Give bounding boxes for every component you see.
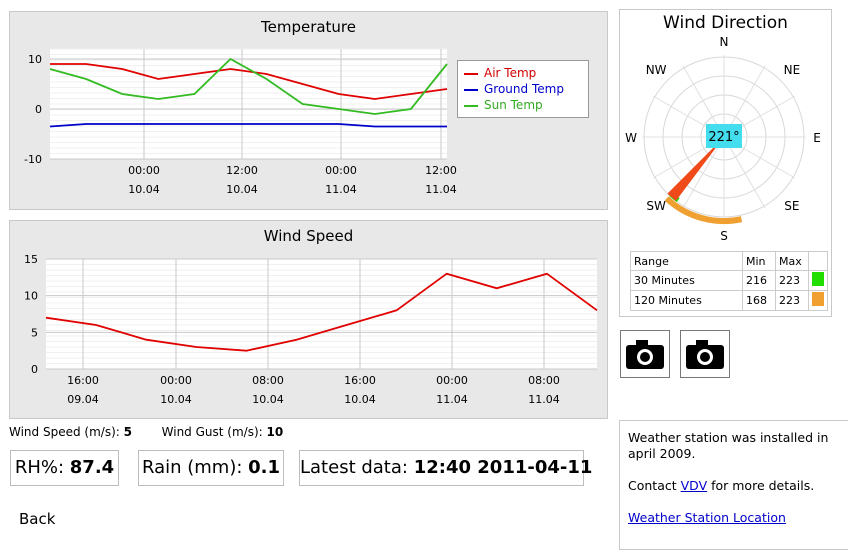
station-location-link[interactable]: Weather Station Location — [628, 510, 786, 525]
compass-label-e: E — [813, 131, 821, 145]
compass-label-sw: SW — [646, 199, 666, 213]
max-header: Max — [775, 251, 809, 271]
y-tick-label: 10 — [24, 290, 38, 303]
temperature-chart: 10 0 -10 00:00 10.04 12:00 10.04 00:00 11.04 12:0… — [24, 48, 457, 196]
installed-text: Weather station was installed in april 2… — [628, 430, 829, 461]
series-line — [45, 272, 598, 352]
y-tick-label: -10 — [24, 153, 42, 166]
range-header: Range — [630, 251, 743, 271]
legend-item-sun: Sun Temp — [464, 98, 543, 112]
contact-text: Contact VDV for more details. — [628, 478, 815, 493]
x-tick-time: 12:00 — [425, 164, 457, 177]
y-tick-label: 0 — [35, 103, 42, 116]
rain-value: 0.1 — [248, 457, 281, 478]
x-tick-time: 16:00 — [344, 374, 376, 387]
wind-gust-label: Wind Gust (m/s): — [161, 425, 263, 439]
rose-spoke — [723, 136, 766, 209]
wind-speed-label: Wind Speed (m/s): — [9, 425, 120, 439]
x-tick-time: 00:00 — [436, 374, 468, 387]
x-tick-time: 12:00 — [226, 164, 258, 177]
x-tick-date: 10.04 — [226, 183, 258, 196]
temperature-panel: Temperature 10 0 -10 00:00 10.04 12:00 10.04 00… — [9, 11, 608, 210]
wind-speed-chart: 15 10 5 0 16:00 09.04 00:00 10.04 08:00 10.04 16:0… — [24, 253, 598, 406]
temperature-title: Temperature — [260, 18, 357, 36]
back-link[interactable]: Back — [19, 510, 56, 528]
wind-direction-panel: Wind Direction N NE E SE S SW W NW 221° Range Mi… — [619, 9, 832, 317]
x-tick-date: 10.04 — [160, 393, 192, 406]
direction-value-box — [706, 124, 742, 148]
x-tick-time: 16:00 — [67, 374, 99, 387]
legend-item-ground: Ground Temp — [464, 82, 564, 96]
camera-button-2[interactable] — [680, 330, 730, 378]
table-row: 30 Minutes 216 223 — [630, 270, 828, 291]
contact-link[interactable]: VDV — [680, 478, 708, 493]
compass-label-nw: NW — [646, 63, 667, 77]
range-arc-120min — [664, 196, 743, 224]
wind-direction-title: Wind Direction — [663, 13, 788, 33]
temperature-legend: Air Temp Ground Temp Sun Temp — [457, 60, 589, 118]
x-tick-date: 10.04 — [344, 393, 376, 406]
compass-label-n: N — [720, 35, 729, 49]
rh-box: RH%: 87.4 — [10, 450, 119, 486]
wind-speed-value: 5 — [123, 425, 132, 439]
x-tick-date: 09.04 — [67, 393, 99, 406]
x-tick-time: 08:00 — [528, 374, 560, 387]
x-tick-date: 11.04 — [425, 183, 457, 196]
compass-label-ne: NE — [784, 63, 801, 77]
wind-gust-value: 10 — [266, 425, 284, 439]
x-tick-date: 11.04 — [528, 393, 560, 406]
compass-label-w: W — [625, 131, 637, 145]
y-tick-label: 0 — [31, 363, 38, 376]
x-tick-time: 08:00 — [252, 374, 284, 387]
x-tick-date: 10.04 — [128, 183, 160, 196]
compass-label-s: S — [720, 229, 728, 243]
range-color-swatch — [812, 272, 824, 286]
rh-value: 87.4 — [69, 457, 115, 478]
series-line — [50, 63, 448, 100]
wind-range-table: Range Min Max 30 Minutes 216 223 120 Min… — [630, 251, 828, 311]
range-color-swatch — [812, 292, 824, 306]
x-tick-date: 11.04 — [436, 393, 468, 406]
wind-speed-panel: Wind Speed 15 10 5 0 16:00 09.04 00:00 10.04 08:… — [9, 220, 608, 419]
x-tick-time: 00:00 — [325, 164, 357, 177]
y-tick-label: 10 — [28, 53, 42, 66]
min-header: Min — [742, 251, 776, 271]
x-tick-time: 00:00 — [128, 164, 160, 177]
direction-value: 221° — [708, 130, 739, 145]
camera-button-1[interactable] — [620, 330, 670, 378]
series-line — [49, 57, 448, 115]
y-tick-label: 5 — [31, 326, 38, 339]
camera-icon — [686, 340, 724, 369]
rain-box: Rain (mm): 0.1 — [138, 450, 284, 486]
wind-readings: Wind Speed (m/s): 5 Wind Gust (m/s): 10 — [9, 425, 283, 439]
x-tick-date: 11.04 — [325, 183, 357, 196]
compass-label-se: SE — [784, 199, 799, 213]
x-tick-time: 00:00 — [160, 374, 192, 387]
latest-data-value: 12:40 2011-04-11 — [413, 457, 593, 478]
series-line — [49, 123, 447, 128]
wind-rose: N NE E SE S SW W NW 221° — [625, 35, 821, 243]
table-row: 120 Minutes 168 223 — [630, 290, 828, 311]
latest-data-box: Latest data: 12:40 2011-04-11 — [299, 450, 592, 486]
wind-speed-title: Wind Speed — [263, 227, 354, 245]
info-panel: Weather station was installed in april 2… — [619, 420, 848, 550]
x-tick-date: 10.04 — [252, 393, 284, 406]
y-tick-label: 15 — [24, 253, 38, 266]
rose-spoke — [682, 136, 725, 209]
camera-icon — [626, 340, 664, 369]
direction-wedge — [667, 137, 724, 201]
legend-item-air: Air Temp — [464, 66, 536, 80]
